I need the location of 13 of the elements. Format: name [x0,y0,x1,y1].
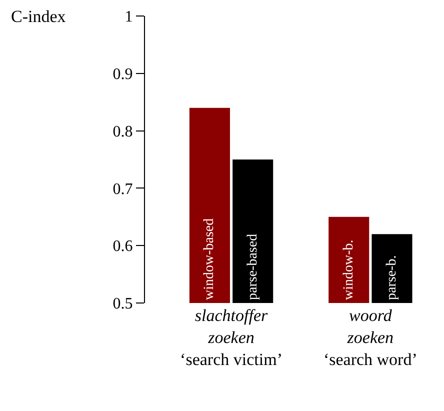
y-tick-label: 0.5 [112,296,133,313]
y-axis-title: C-index [11,7,66,26]
series-label: parse-based [245,234,260,300]
annotation: parse-b. [384,255,400,300]
y-tick-label: 0.7 [112,180,133,198]
annotation: window-b. [341,240,356,300]
y-tick-label: 1 [124,8,133,26]
y-tick-label: 0.8 [112,123,133,140]
series-label: window-based [202,218,218,300]
x-tick-label: slachtoffer zoeken ‘search victim’ [180,306,282,370]
y-tick-label: 0.6 [112,238,133,256]
y-tick-label: 0.9 [112,66,133,83]
x-tick-label: woord zoeken ‘search word’ [323,306,418,370]
